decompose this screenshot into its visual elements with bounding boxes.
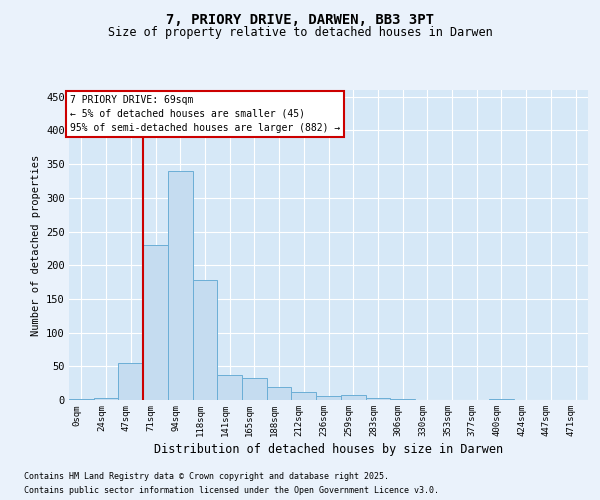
Bar bbox=[292, 392, 316, 400]
Bar bbox=[267, 386, 292, 400]
Text: 7 PRIORY DRIVE: 69sqm
← 5% of detached houses are smaller (45)
95% of semi-detac: 7 PRIORY DRIVE: 69sqm ← 5% of detached h… bbox=[70, 94, 340, 132]
Text: 7, PRIORY DRIVE, DARWEN, BB3 3PT: 7, PRIORY DRIVE, DARWEN, BB3 3PT bbox=[166, 12, 434, 26]
Bar bbox=[341, 396, 365, 400]
Text: Contains public sector information licensed under the Open Government Licence v3: Contains public sector information licen… bbox=[24, 486, 439, 495]
Bar bbox=[168, 171, 193, 400]
Bar bbox=[118, 363, 143, 400]
Bar bbox=[193, 280, 217, 400]
Bar bbox=[217, 375, 242, 400]
Bar bbox=[143, 245, 168, 400]
Text: Contains HM Land Registry data © Crown copyright and database right 2025.: Contains HM Land Registry data © Crown c… bbox=[24, 472, 389, 481]
Text: Size of property relative to detached houses in Darwen: Size of property relative to detached ho… bbox=[107, 26, 493, 39]
Bar bbox=[94, 398, 118, 400]
Bar bbox=[69, 398, 94, 400]
Y-axis label: Number of detached properties: Number of detached properties bbox=[31, 154, 41, 336]
Bar bbox=[365, 398, 390, 400]
Bar bbox=[242, 378, 267, 400]
X-axis label: Distribution of detached houses by size in Darwen: Distribution of detached houses by size … bbox=[154, 444, 503, 456]
Bar bbox=[316, 396, 341, 400]
